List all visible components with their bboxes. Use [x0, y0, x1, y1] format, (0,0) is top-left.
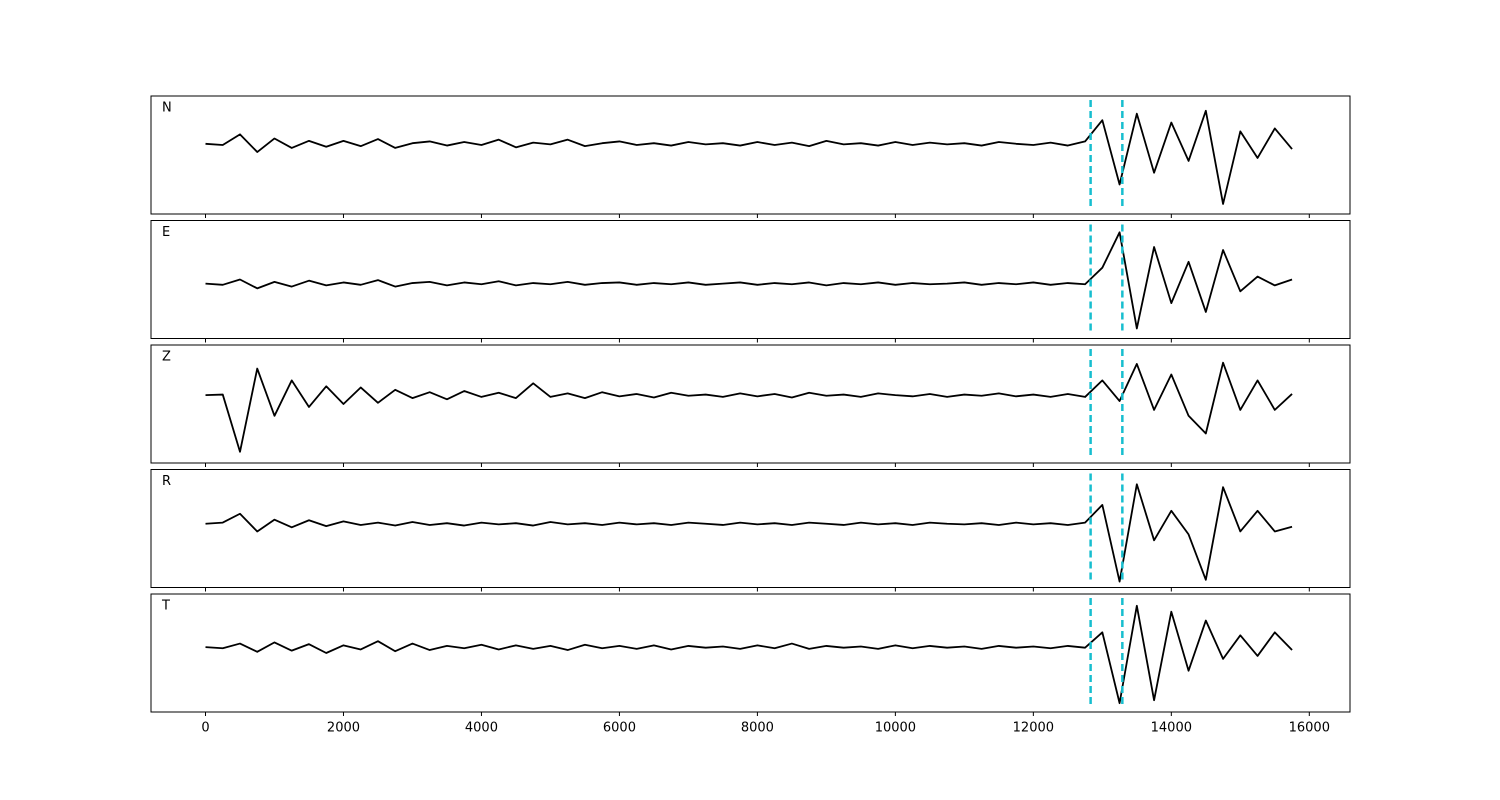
x-tick-label: 12000: [1013, 721, 1054, 736]
x-tick-label: 4000: [465, 721, 498, 736]
trace: [205, 109, 1293, 205]
trace: [205, 231, 1293, 330]
trace: [205, 483, 1293, 583]
panel-label: Z: [162, 350, 171, 365]
x-tick-label: 2000: [327, 721, 360, 736]
x-tick-label: 10000: [875, 721, 916, 736]
trace: [205, 361, 1293, 453]
x-tick-label: 6000: [603, 721, 636, 736]
x-tick-label: 0: [201, 721, 209, 736]
x-tick-label: 8000: [741, 721, 774, 736]
panel-frame: [150, 95, 1351, 215]
x-tick-label: 14000: [1151, 721, 1192, 736]
panel-label: R: [162, 474, 171, 489]
panel-label: E: [162, 225, 170, 240]
panel-frame: [150, 469, 1351, 588]
panel-frame: [150, 593, 1351, 713]
trace: [205, 604, 1293, 705]
panel-label: T: [161, 599, 170, 614]
panel-frame: [150, 344, 1351, 464]
x-tick-label: 16000: [1289, 721, 1330, 736]
panel-label: N: [162, 101, 172, 116]
panel-frame: [150, 220, 1351, 339]
